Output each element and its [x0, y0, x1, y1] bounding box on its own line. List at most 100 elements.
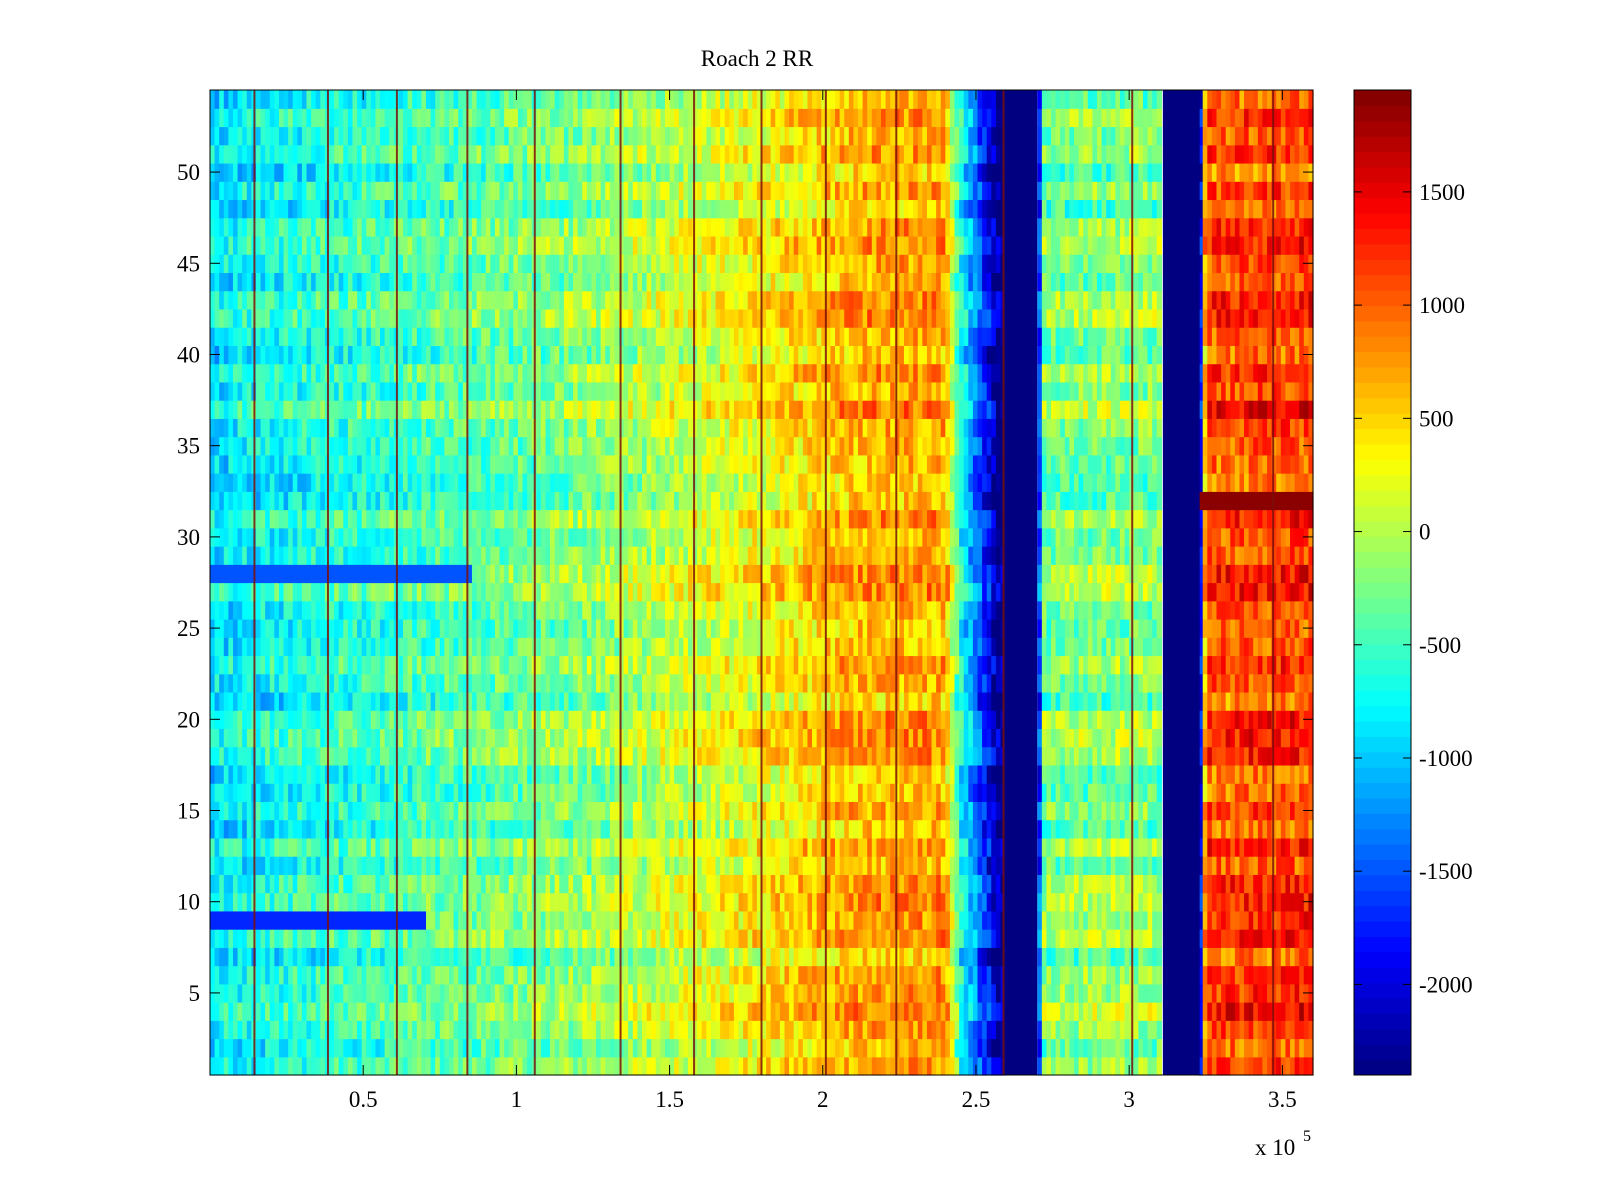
heatmap-cell [715, 837, 721, 857]
heatmap-cell [1115, 1038, 1121, 1058]
heatmap-cell [954, 965, 960, 985]
heatmap-cell [1051, 764, 1057, 784]
heatmap-cell [1271, 728, 1277, 748]
heatmap-cell [582, 1038, 588, 1058]
heatmap-cell [926, 819, 933, 839]
heatmap-cell [1069, 1038, 1075, 1058]
heatmap-cell [577, 874, 583, 894]
heatmap-cell [1290, 856, 1296, 875]
heatmap-cell [1280, 801, 1287, 821]
heatmap-cell [582, 856, 588, 875]
heatmap-cell [1267, 1020, 1273, 1040]
heatmap-cell [807, 746, 813, 766]
heatmap-cell [416, 874, 423, 894]
heatmap-cell [683, 673, 689, 693]
heatmap-cell [729, 673, 735, 693]
heatmap-cell [1078, 710, 1084, 730]
heatmap-cell [389, 819, 395, 839]
heatmap-cell [701, 746, 707, 766]
heatmap-cell [334, 819, 340, 839]
heatmap-cell [540, 874, 547, 894]
heatmap-cell [582, 874, 588, 894]
heatmap-cell [660, 965, 666, 985]
heatmap-cell [706, 1020, 712, 1040]
heatmap-cell [936, 746, 942, 766]
heatmap-cell [871, 1002, 877, 1021]
heatmap-cell [1156, 1002, 1162, 1021]
heatmap-cell [972, 1038, 979, 1058]
heatmap-cell [600, 691, 606, 711]
heatmap-cell [301, 929, 308, 948]
heatmap-cell [1142, 856, 1149, 875]
heatmap-cell [949, 783, 956, 802]
heatmap-cell [1271, 710, 1277, 730]
heatmap-cell [936, 837, 942, 857]
heatmap-cell [1115, 819, 1121, 839]
heatmap-cell [223, 801, 229, 821]
heatmap-cell [1303, 728, 1310, 748]
heatmap-cell [899, 892, 905, 912]
heatmap-cell [357, 910, 363, 930]
heatmap-cell [949, 892, 956, 912]
heatmap-cell [1083, 691, 1089, 711]
heatmap-cell [1294, 819, 1300, 839]
heatmap-cell [582, 983, 588, 1003]
heatmap-cell [403, 728, 409, 748]
heatmap-cell [384, 710, 390, 730]
heatmap-cell [563, 983, 570, 1003]
heatmap-cell [265, 837, 271, 857]
heatmap-cell [623, 819, 629, 839]
heatmap-cell [885, 1056, 891, 1076]
heatmap-cell [1239, 764, 1245, 784]
heatmap-cell [715, 710, 721, 730]
heatmap-cell [1221, 746, 1227, 766]
heatmap-cell [1280, 837, 1287, 857]
heatmap-cell [766, 746, 772, 766]
heatmap-cell [1267, 837, 1273, 857]
heatmap-cell [1285, 710, 1291, 730]
heatmap-cell [812, 1002, 818, 1021]
heatmap-cell [687, 764, 694, 784]
heatmap-cell [513, 892, 519, 912]
heatmap-cell [412, 1002, 418, 1021]
heatmap-cell [1069, 1020, 1075, 1040]
heatmap-cell [430, 910, 436, 930]
heatmap-cell [706, 965, 712, 985]
heatmap-cell [1069, 783, 1075, 802]
heatmap-cell [660, 892, 666, 912]
heatmap-cell [968, 728, 974, 748]
heatmap-cell [398, 874, 404, 894]
heatmap-cell [949, 874, 956, 894]
heatmap-cell [1087, 764, 1093, 784]
heatmap-cell [494, 837, 501, 857]
heatmap-cell [1078, 983, 1084, 1003]
heatmap-cell [375, 892, 381, 912]
heatmap-cell [1234, 983, 1241, 1003]
heatmap-cell [384, 856, 390, 875]
heatmap-cell [1110, 691, 1116, 711]
heatmap-cell [513, 728, 519, 748]
heatmap-cell [821, 965, 827, 985]
heatmap-cell [467, 1056, 473, 1076]
heatmap-cell [347, 710, 354, 730]
heatmap-cell [664, 1056, 671, 1076]
heatmap-cell [338, 673, 344, 693]
heatmap-cell [977, 837, 983, 857]
heatmap-cell [269, 801, 275, 821]
heatmap-cell [453, 1002, 459, 1021]
heatmap-cell [1225, 874, 1231, 894]
heatmap-cell [301, 892, 308, 912]
heatmap-cell [835, 819, 841, 839]
heatmap-cell [1285, 801, 1291, 821]
heatmap-cell [1138, 1056, 1144, 1076]
heatmap-cell [890, 910, 896, 930]
heatmap-cell [1280, 983, 1287, 1003]
heatmap-cell [246, 1020, 252, 1040]
heatmap-cell [655, 1020, 661, 1040]
heatmap-cell [481, 1020, 487, 1040]
heatmap-cell [858, 1038, 864, 1058]
heatmap-cell [724, 764, 730, 784]
heatmap-cell [384, 892, 390, 912]
heatmap-cell [1294, 1038, 1300, 1058]
heatmap-cell [329, 746, 335, 766]
